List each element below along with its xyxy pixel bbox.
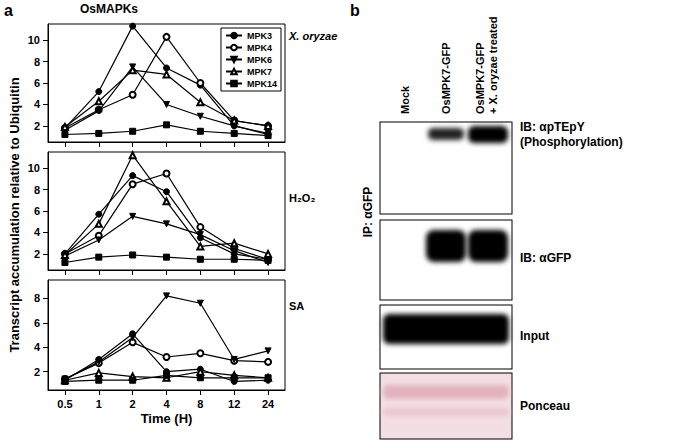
svg-text:MPK7: MPK7 — [247, 67, 272, 77]
svg-text:IP: αGFP: IP: αGFP — [361, 187, 375, 238]
svg-text:2: 2 — [130, 398, 136, 410]
svg-text:2: 2 — [34, 366, 40, 378]
svg-text:IB: αpTEpY: IB: αpTEpY — [520, 120, 585, 134]
svg-text:Ponceau: Ponceau — [520, 399, 570, 413]
svg-text:b: b — [350, 2, 360, 19]
svg-text:H₂O₂: H₂O₂ — [289, 192, 315, 204]
svg-text:MPK4: MPK4 — [247, 43, 272, 53]
svg-text:6: 6 — [34, 205, 40, 217]
svg-text:OsMPK7-GFP: OsMPK7-GFP — [474, 42, 486, 114]
svg-text:10: 10 — [28, 162, 40, 174]
svg-text:4: 4 — [34, 226, 41, 238]
svg-text:12: 12 — [228, 398, 240, 410]
svg-text:Transcript accumulation relati: Transcript accumulation relative to Ubiq… — [7, 77, 22, 352]
svg-text:+ X. oryzae treated: + X. oryzae treated — [487, 16, 499, 114]
svg-text:24: 24 — [262, 398, 275, 410]
svg-text:Time (H): Time (H) — [141, 411, 193, 426]
svg-text:1: 1 — [96, 398, 102, 410]
svg-text:MPK6: MPK6 — [247, 55, 272, 65]
svg-text:4: 4 — [163, 398, 170, 410]
svg-text:2: 2 — [34, 120, 40, 132]
svg-text:8: 8 — [197, 398, 203, 410]
svg-text:SA: SA — [289, 300, 304, 312]
svg-text:10: 10 — [28, 34, 40, 46]
svg-text:MPK14: MPK14 — [247, 79, 277, 89]
svg-text:MPK3: MPK3 — [247, 31, 272, 41]
svg-text:OsMAPKs: OsMAPKs — [80, 2, 138, 16]
svg-text:4: 4 — [34, 341, 41, 353]
svg-text:8: 8 — [34, 56, 40, 68]
svg-text:IB: αGFP: IB: αGFP — [520, 251, 571, 265]
svg-text:2: 2 — [34, 248, 40, 260]
svg-text:(Phosphorylation): (Phosphorylation) — [520, 135, 623, 149]
svg-text:Mock: Mock — [399, 85, 411, 114]
svg-text:a: a — [4, 2, 13, 19]
svg-text:4: 4 — [34, 98, 41, 110]
svg-text:6: 6 — [34, 317, 40, 329]
svg-text:OsMPK7-GFP: OsMPK7-GFP — [440, 42, 452, 114]
svg-text:Input: Input — [520, 329, 549, 343]
svg-text:0.5: 0.5 — [57, 398, 72, 410]
svg-text:8: 8 — [34, 184, 40, 196]
svg-text:8: 8 — [34, 292, 40, 304]
svg-text:X. oryzae: X. oryzae — [288, 30, 337, 42]
svg-text:6: 6 — [34, 77, 40, 89]
